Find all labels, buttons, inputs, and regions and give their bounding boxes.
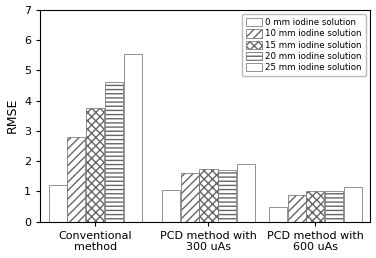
Bar (288, 195, 306, 222)
Bar (67, 137, 85, 222)
Bar (162, 190, 180, 222)
Bar (105, 82, 123, 222)
Bar (237, 164, 255, 222)
Bar (218, 170, 237, 222)
Bar (306, 191, 324, 222)
Bar (86, 108, 104, 222)
Legend: 0 mm iodine solution, 10 mm iodine solution, 15 mm iodine solution, 20 mm iodine: 0 mm iodine solution, 10 mm iodine solut… (242, 14, 366, 76)
Bar (344, 187, 362, 222)
Y-axis label: RMSE: RMSE (6, 98, 18, 133)
Bar (180, 173, 199, 222)
Bar (49, 186, 67, 222)
Bar (199, 169, 218, 222)
Bar (124, 53, 142, 222)
Bar (325, 191, 343, 222)
Bar (268, 207, 287, 222)
